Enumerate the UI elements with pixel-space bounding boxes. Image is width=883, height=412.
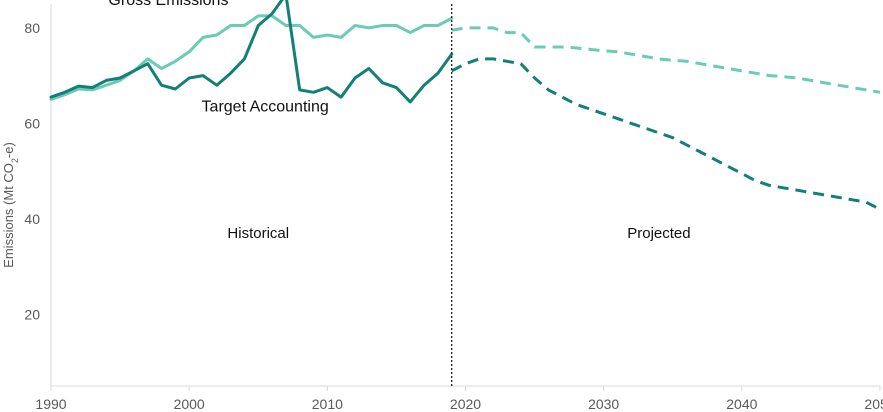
x-tick-label: 2040 [726, 396, 757, 412]
x-tick-label: 2000 [174, 396, 205, 412]
target-series-label: Target Accounting [202, 98, 329, 115]
y-tick-label: 20 [24, 306, 40, 322]
x-axis-ticks: 1990 2000 2010 2020 2030 2040 2050 [35, 386, 883, 412]
x-tick-label: 2050 [864, 396, 883, 412]
series-labels: Gross Emissions Target Accounting [108, 0, 328, 115]
y-tick-label: 80 [24, 20, 40, 36]
y-axis-title-main: Emissions (Mt CO [1, 163, 16, 268]
target-historical-line [49, 0, 454, 104]
region-label-projected: Projected [627, 225, 690, 242]
region-label-historical: Historical [227, 225, 289, 242]
gross-projected-line [451, 26, 881, 94]
x-tick-label: 2010 [312, 396, 343, 412]
series-lines [49, 0, 881, 211]
x-tick-label: 1990 [35, 396, 66, 412]
y-tick-label: 60 [24, 115, 40, 131]
y-axis-title-subscript: 2 [10, 158, 20, 163]
region-labels: Historical Projected [227, 225, 690, 242]
x-tick-label: 2030 [588, 396, 619, 412]
y-axis-title-tail: -e) [1, 142, 16, 158]
gross-historical-line [49, 14, 454, 101]
target-projected-line [451, 57, 881, 211]
y-axis-ticks: 20 40 60 80 [24, 20, 40, 323]
y-tick-label: 40 [24, 211, 40, 227]
x-tick-label: 2020 [450, 396, 481, 412]
y-axis-title: Emissions (Mt CO2-e) [1, 142, 20, 268]
gross-series-label: Gross Emissions [108, 0, 228, 9]
